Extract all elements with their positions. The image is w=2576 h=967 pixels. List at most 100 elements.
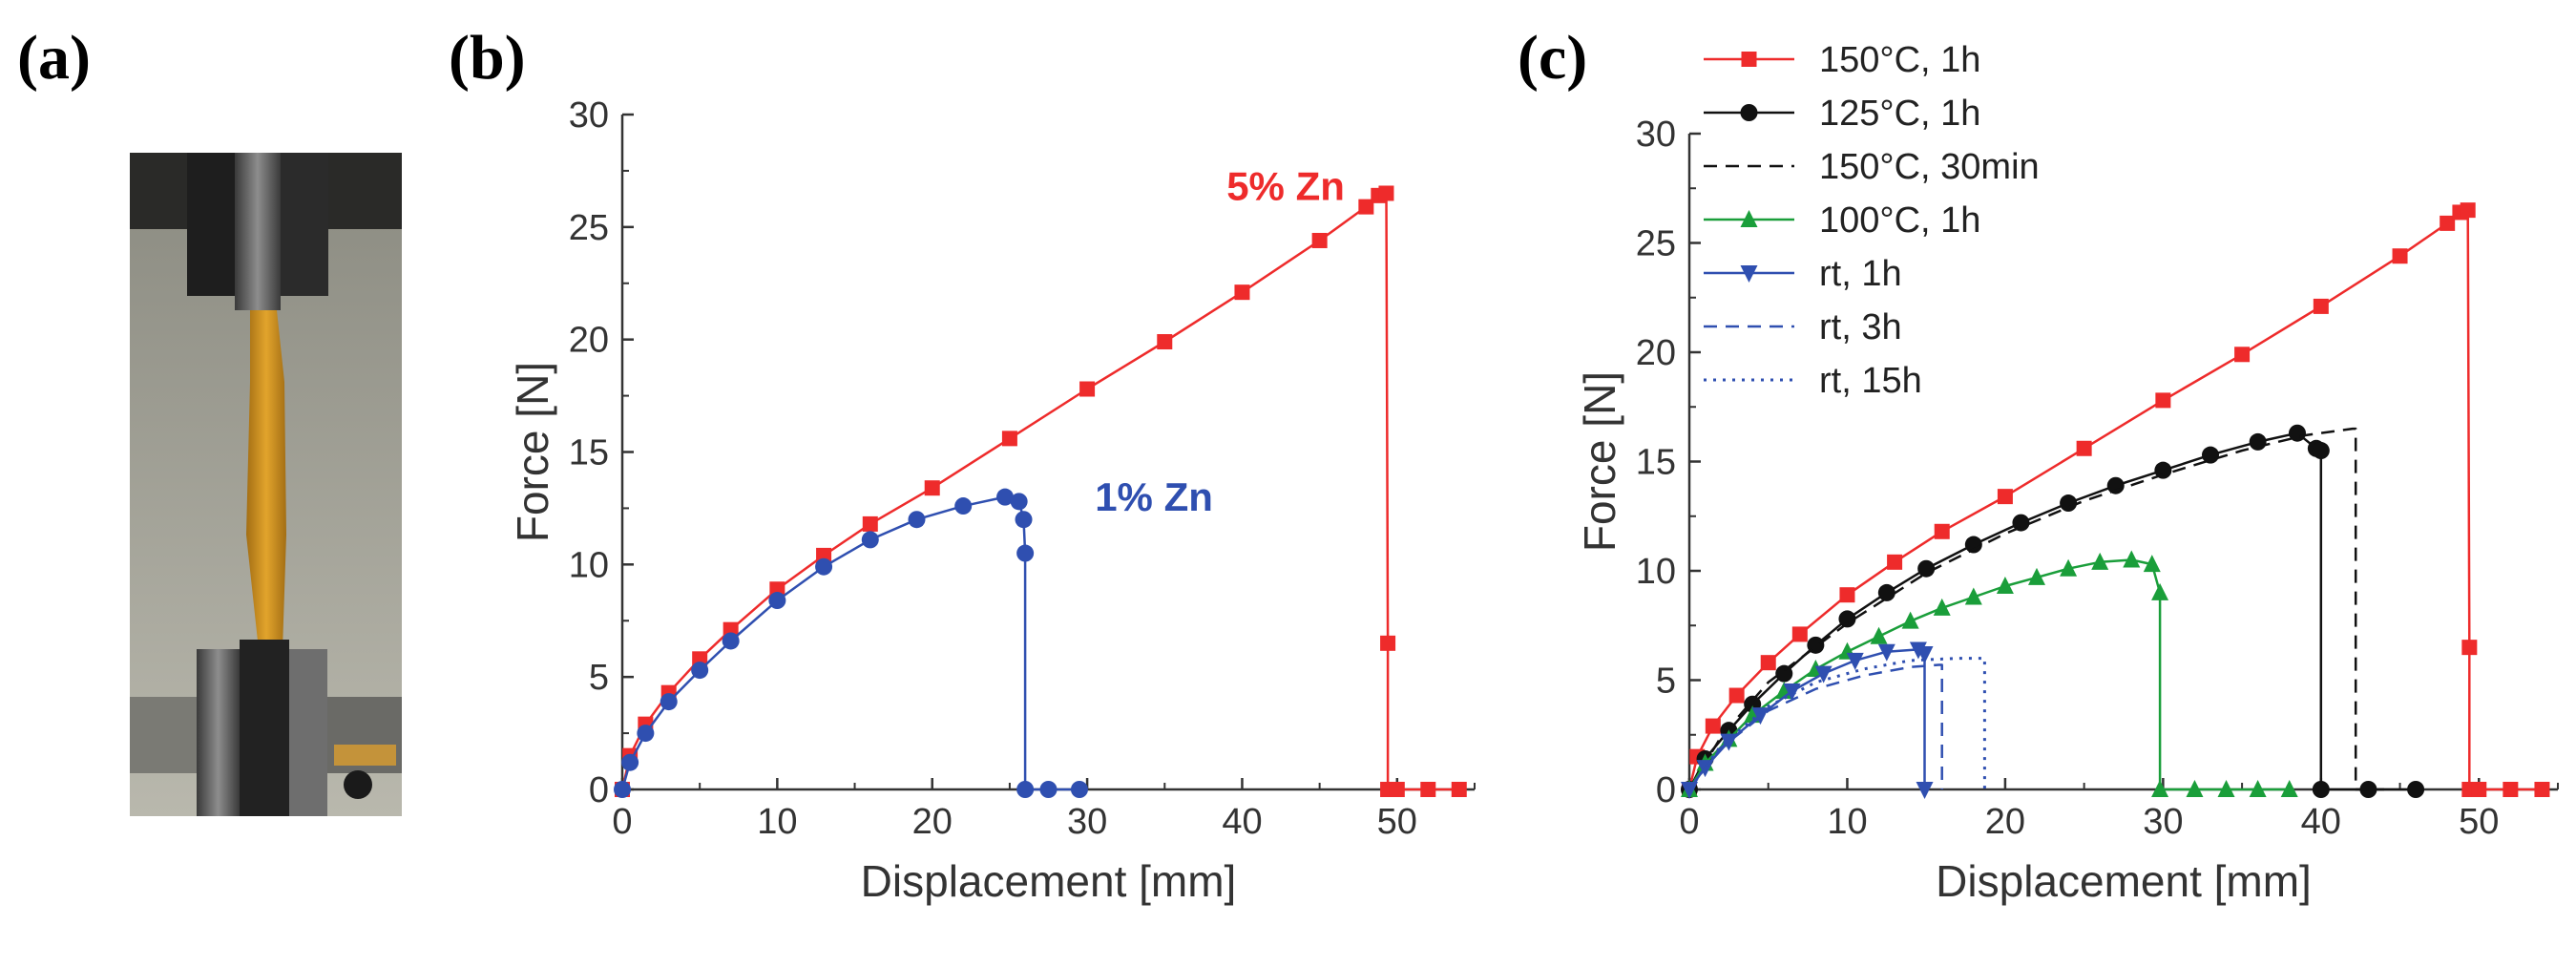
y-tick-label: 20 — [569, 321, 609, 361]
y-tick-label: 5 — [1656, 662, 1676, 702]
upper-jaw-center — [235, 153, 281, 310]
data-point — [1451, 782, 1467, 797]
series-line — [1687, 648, 1926, 790]
data-point — [908, 511, 926, 529]
y-tick-label: 25 — [569, 208, 609, 248]
data-point — [2091, 552, 2109, 570]
data-point — [2154, 461, 2172, 479]
series-line — [1688, 663, 1943, 790]
data-point — [2280, 780, 2298, 797]
data-point — [1728, 687, 1745, 704]
lower-grip-side-left — [130, 697, 197, 773]
data-point — [1311, 232, 1328, 248]
legend-label: 100°C, 1h — [1819, 200, 1980, 241]
data-point — [1964, 587, 1982, 605]
data-point — [2471, 782, 2487, 797]
data-point — [2012, 514, 2030, 532]
lower-jaw-left — [197, 649, 240, 816]
data-point — [691, 662, 709, 680]
x-tick-label: 40 — [1222, 802, 1262, 842]
data-point — [1916, 782, 1934, 799]
data-point — [2151, 780, 2169, 797]
x-axis-title: Displacement [mm] — [1936, 856, 2312, 906]
series-line — [620, 495, 1079, 791]
data-point — [924, 480, 940, 496]
data-point — [1420, 782, 1436, 797]
annotation-label: 1% Zn — [1095, 474, 1213, 519]
data-point — [1380, 635, 1396, 651]
series-line — [1687, 431, 2417, 791]
series-125°C, 1h — [1681, 424, 2425, 798]
y-tick-label: 15 — [1636, 443, 1676, 483]
tensile-specimen-photo — [130, 153, 402, 816]
x-tick-label: 10 — [1827, 802, 1867, 842]
series-line — [1687, 427, 2384, 791]
chart-b: 0 5 10 15 20 25 30 0 10 20 30 40 50 Displacement [mm]… — [508, 95, 1476, 906]
data-point — [637, 725, 655, 743]
data-point — [1877, 583, 1895, 601]
data-point — [2060, 558, 2078, 577]
data-point — [660, 693, 678, 711]
data-point — [1234, 284, 1250, 301]
data-point — [2186, 780, 2204, 797]
data-point — [1079, 381, 1096, 397]
x-tick-label: 0 — [1679, 802, 1699, 842]
x-axis-title: Displacement [mm] — [861, 856, 1237, 906]
x-tick-label: 20 — [912, 802, 953, 842]
y-tick-label: 25 — [1636, 224, 1676, 264]
data-point — [1751, 707, 1770, 725]
series-rt, 3h — [1688, 663, 1943, 790]
y-tick-label: 30 — [1636, 115, 1676, 155]
data-point — [1916, 646, 1934, 664]
legend-label: 150°C, 30min — [1819, 147, 2040, 187]
data-point — [2202, 446, 2219, 464]
data-point — [1157, 334, 1173, 350]
legend-label: rt, 3h — [1819, 307, 1902, 347]
x-tick-label: 10 — [757, 802, 797, 842]
data-point — [2076, 440, 2092, 456]
data-point — [1760, 655, 1776, 671]
data-point — [2460, 202, 2476, 219]
data-point — [1791, 626, 1808, 642]
series-1% Zn — [614, 488, 1088, 798]
data-point — [2217, 780, 2235, 797]
data-point — [1917, 559, 1936, 578]
y-tick-label: 5 — [589, 658, 609, 698]
upper-jaw-left — [187, 153, 235, 296]
data-point — [2503, 782, 2519, 797]
legend-swatch-marker — [1741, 52, 1757, 67]
data-point — [1015, 511, 1033, 529]
y-tick-label: 0 — [1656, 770, 1676, 810]
data-point — [954, 497, 973, 515]
data-point — [1901, 611, 1919, 629]
legend-swatch-marker — [1740, 104, 1758, 121]
data-point — [1839, 587, 1855, 603]
data-point — [1838, 610, 1856, 628]
series-150°C, 1h — [1682, 202, 2550, 797]
data-point — [1783, 683, 1801, 701]
y-tick-label: 20 — [1636, 333, 1676, 373]
y-axis-title: Force [N] — [1575, 371, 1624, 552]
y-tick-label: 10 — [569, 545, 609, 585]
data-point — [1039, 781, 1058, 798]
legend: 150°C, 1h 125°C, 1h 150°C, 30min 100°C, 1h r… — [1704, 40, 2040, 401]
data-point — [1775, 664, 1793, 683]
y-tick-label: 30 — [569, 95, 609, 136]
data-point — [1846, 652, 1864, 670]
data-point — [2151, 582, 2169, 600]
legend-label: 150°C, 1h — [1819, 40, 1980, 80]
series-line — [1687, 208, 2543, 791]
lower-grip-hole — [344, 770, 372, 799]
data-point — [2143, 555, 2161, 573]
data-point — [768, 592, 786, 610]
data-point — [1016, 781, 1035, 798]
legend-label: 125°C, 1h — [1819, 94, 1980, 134]
panel-label-c: (c) — [1518, 23, 1587, 93]
x-tick-label: 50 — [2459, 802, 2499, 842]
data-point — [2289, 424, 2306, 442]
data-point — [2312, 442, 2330, 460]
data-point — [1705, 718, 1721, 734]
data-point — [2123, 550, 2141, 568]
data-point — [2313, 298, 2329, 314]
